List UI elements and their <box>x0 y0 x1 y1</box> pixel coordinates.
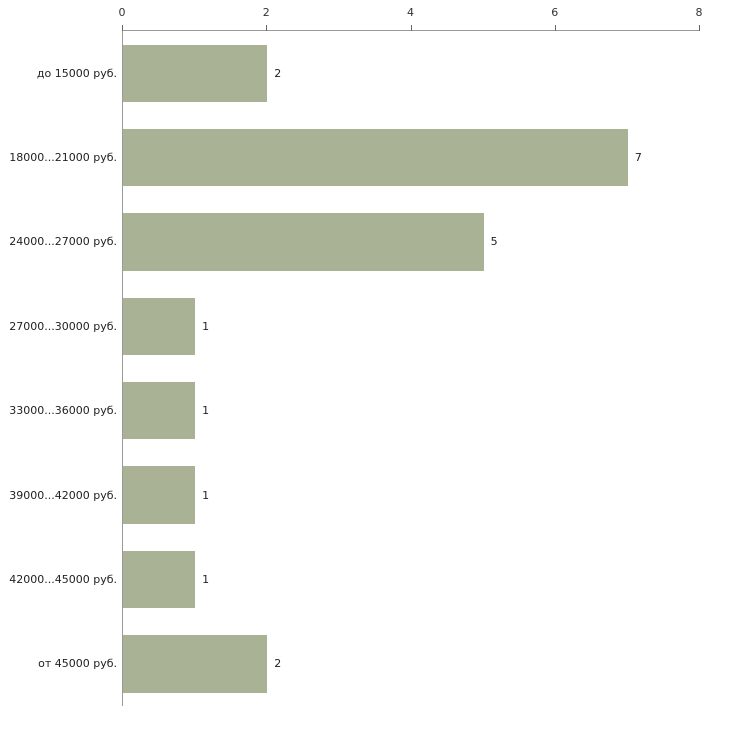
x-tick-mark <box>410 25 412 31</box>
bar[interactable] <box>123 128 628 187</box>
plot-area: 0 2 4 6 8 до 15000 руб. 2 18000...21000 руб. 7 2… <box>9 6 703 706</box>
bar-row: 27000...30000 руб. 1 <box>9 284 700 368</box>
bar-row: 24000...27000 руб. 5 <box>9 200 700 284</box>
x-tick-mark <box>699 25 700 31</box>
category-label: 33000...36000 руб. <box>9 404 117 418</box>
bar-row: 42000...45000 руб. 1 <box>9 537 700 621</box>
bar-row: 18000...21000 руб. 7 <box>9 115 700 199</box>
value-label: 1 <box>202 572 210 586</box>
x-tick-label: 8 <box>695 6 703 19</box>
value-label: 1 <box>202 488 210 502</box>
bar-row: от 45000 руб. 2 <box>38 622 700 706</box>
bar[interactable] <box>123 382 196 440</box>
category-label: 18000...21000 руб. <box>9 151 117 165</box>
bar-row: 33000...36000 руб. 1 <box>9 369 700 453</box>
value-label: 1 <box>202 319 210 333</box>
category-label: 42000...45000 руб. <box>9 572 117 586</box>
x-tick-label: 0 <box>118 6 126 19</box>
category-label: 39000...42000 руб. <box>9 488 117 502</box>
category-label: 27000...30000 руб. <box>9 319 117 333</box>
category-label: 24000...27000 руб. <box>9 235 117 249</box>
value-label: 2 <box>274 66 282 80</box>
value-label: 1 <box>202 404 210 418</box>
x-tick-label: 2 <box>262 6 270 19</box>
value-label: 7 <box>634 151 642 165</box>
x-tick-mark <box>266 25 268 31</box>
bar[interactable] <box>123 44 268 102</box>
bar-row: до 15000 руб. 2 <box>37 31 700 115</box>
value-label: 5 <box>490 235 498 249</box>
x-tick-mark <box>554 25 556 31</box>
x-tick-mark <box>122 25 123 31</box>
category-label: от 45000 руб. <box>38 657 117 671</box>
bar[interactable] <box>123 213 484 271</box>
bar[interactable] <box>123 297 196 355</box>
bar[interactable] <box>123 550 196 609</box>
category-label: до 15000 руб. <box>36 66 117 80</box>
bar-rows: до 15000 руб. 2 18000...21000 руб. 7 24000..… <box>9 31 700 706</box>
bar-row: 39000...42000 руб. 1 <box>9 453 700 537</box>
x-tick-label: 6 <box>551 6 559 19</box>
bar[interactable] <box>123 635 268 693</box>
value-label: 2 <box>274 657 282 671</box>
bar[interactable] <box>123 466 196 524</box>
x-tick-label: 4 <box>407 6 414 19</box>
